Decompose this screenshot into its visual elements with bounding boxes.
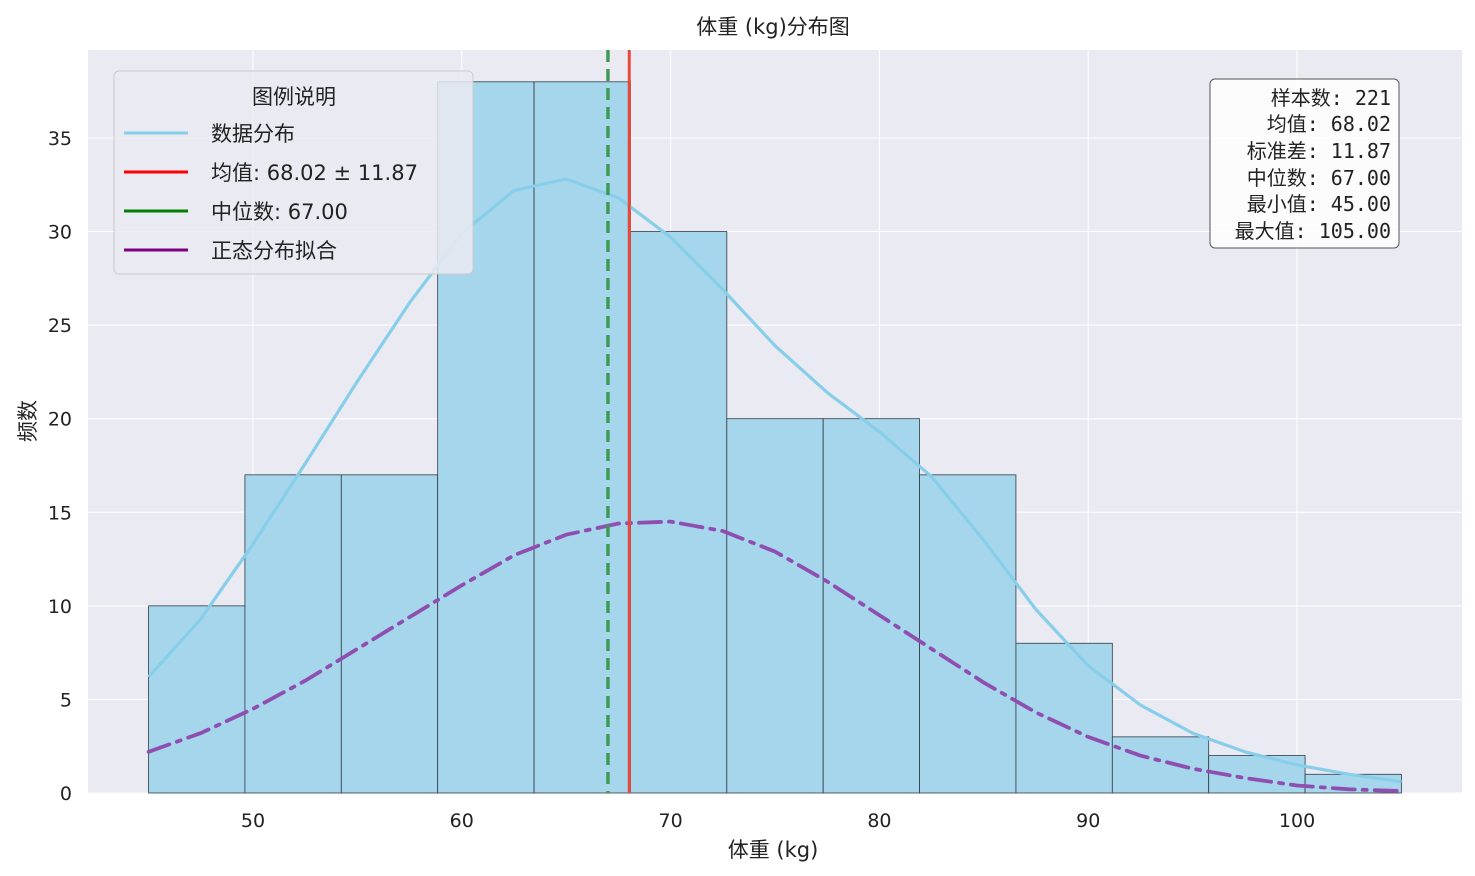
y-tick-label: 5 bbox=[60, 689, 72, 711]
y-tick-label: 30 bbox=[48, 222, 72, 244]
y-tick-label: 0 bbox=[60, 783, 72, 805]
histogram-bar bbox=[533, 81, 631, 794]
histogram-bar bbox=[822, 418, 920, 794]
kde-curve bbox=[147, 177, 1402, 784]
legend-label-fit: 正态分布拟合 bbox=[211, 239, 337, 263]
stats-line-sample-count: 样本数: 221 bbox=[1271, 86, 1391, 110]
x-axis-title: 体重 (kg) bbox=[728, 838, 819, 862]
stats-line-min: 最小值: 45.00 bbox=[1247, 192, 1391, 216]
y-tick-label: 20 bbox=[48, 409, 72, 431]
x-tick-label: 50 bbox=[241, 810, 265, 832]
stats-line-median: 中位数: 67.00 bbox=[1247, 166, 1391, 190]
stats-box-frame bbox=[1209, 78, 1400, 249]
normal-fit-curve bbox=[146, 519, 1404, 793]
x-tick-label: 90 bbox=[1076, 810, 1100, 832]
histogram-bar bbox=[148, 605, 246, 794]
histogram-bar bbox=[1111, 736, 1210, 794]
x-tick-label: 70 bbox=[658, 810, 682, 832]
y-tick-label: 10 bbox=[48, 596, 72, 618]
legend-title: 图例说明 bbox=[252, 85, 336, 109]
histogram-bar bbox=[919, 474, 1017, 794]
axis-ticks: 50 60 70 80 90 100 0 5 10 15 20 25 30 35 bbox=[48, 128, 1315, 832]
legend: 图例说明 数据分布 均值: 68.02 ± 11.87 中位数: 67.00 正… bbox=[113, 70, 474, 275]
histogram-bar bbox=[726, 418, 824, 794]
histogram-bar bbox=[340, 474, 439, 794]
histogram-bar bbox=[1015, 642, 1113, 794]
histogram-bar bbox=[630, 231, 728, 794]
curve-lines bbox=[146, 50, 1404, 793]
stats-line-max: 最大值: 105.00 bbox=[1235, 219, 1391, 243]
x-tick-label: 80 bbox=[867, 810, 891, 832]
stats-box: 样本数: 221 均值: 68.02 标准差: 11.87 中位数: 67.00… bbox=[1209, 78, 1400, 249]
chart-title: 体重 (kg)分布图 bbox=[696, 15, 850, 39]
y-tick-label: 15 bbox=[48, 502, 72, 524]
legend-label-mean: 均值: 68.02 ± 11.87 bbox=[211, 161, 418, 185]
y-tick-label: 25 bbox=[48, 315, 72, 337]
legend-frame bbox=[113, 70, 474, 275]
x-tick-label: 60 bbox=[450, 810, 474, 832]
legend-label-median: 中位数: 67.00 bbox=[211, 200, 348, 224]
stats-line-std: 标准差: 11.87 bbox=[1247, 139, 1391, 163]
histogram-bar bbox=[244, 474, 342, 794]
stats-line-mean: 均值: 68.02 bbox=[1267, 112, 1391, 136]
y-tick-label: 35 bbox=[48, 128, 72, 150]
y-axis-title: 频数 bbox=[16, 400, 40, 442]
legend-label-kde: 数据分布 bbox=[211, 122, 295, 146]
x-tick-label: 100 bbox=[1279, 810, 1315, 832]
